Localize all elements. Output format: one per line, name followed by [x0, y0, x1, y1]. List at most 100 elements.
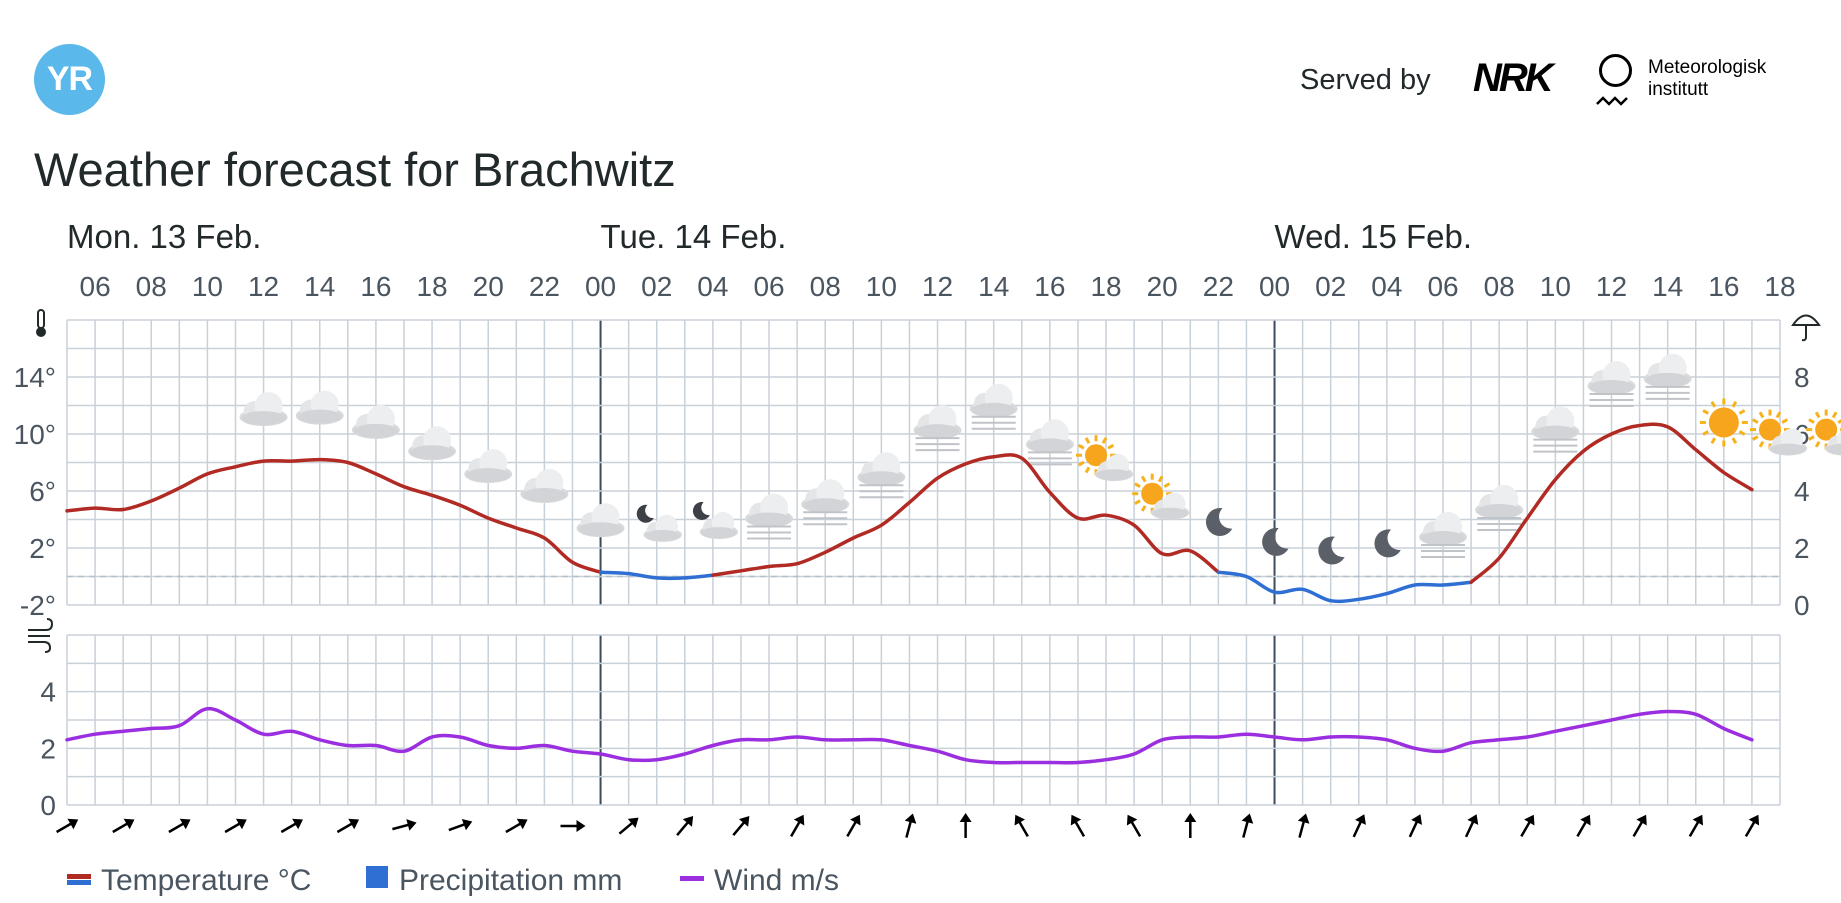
nrk-logo[interactable]: NRK [1473, 56, 1554, 100]
weather-symbols [239, 353, 1841, 565]
hour-tick-label: 08 [810, 271, 841, 302]
wind-arrow-icon [112, 818, 135, 834]
fog-icon [969, 383, 1018, 430]
sun-icon [1699, 398, 1748, 447]
wind-arrow-icon [618, 817, 639, 835]
legend-item-precipitation: Precipitation mm [366, 864, 622, 897]
legend-label: Temperature °C [101, 864, 311, 897]
day-label: Tue. 14 Feb. [601, 218, 787, 255]
wind-arrow-icon [505, 818, 528, 834]
hour-tick-label: 06 [80, 271, 111, 302]
legend-label: Precipitation mm [399, 864, 622, 897]
wind-arrow-icon [1520, 814, 1535, 838]
legend-swatch [680, 876, 704, 881]
fog-icon [1419, 512, 1468, 559]
temperature-series [65, 422, 1754, 604]
wind-arrow-icon [560, 820, 586, 832]
hour-tick-label: 18 [416, 271, 447, 302]
wind-arrow-icon [732, 816, 750, 836]
fog-icon [1643, 353, 1692, 400]
hour-tick-label: 20 [473, 271, 504, 302]
hour-tick-label: 20 [1147, 271, 1178, 302]
fog-icon [1587, 361, 1636, 407]
wind-icon [28, 618, 54, 653]
day-label: Wed. 15 Feb. [1275, 218, 1473, 255]
wind-series [65, 706, 1754, 765]
fog-icon [1531, 406, 1580, 453]
legend: Temperature °C Precipitation mm Wind m/s [67, 864, 839, 897]
wind-arrow-icon [224, 818, 247, 834]
temperature-tick-label: 14° [14, 362, 56, 393]
hour-tick-label: 10 [192, 271, 223, 302]
cloud-moon-icon [692, 501, 739, 540]
temperature-tick-label: 6° [29, 476, 56, 507]
hour-tick-label: 12 [922, 271, 953, 302]
precipitation-tick-label: 2 [1794, 533, 1810, 564]
hour-tick-label: 02 [641, 271, 672, 302]
hour-tick-label: 14 [304, 271, 335, 302]
served-by-label: Served by [1300, 64, 1431, 96]
wind-arrow-icon [336, 818, 360, 834]
partly-sunny-icon [1076, 435, 1134, 482]
yr-logo[interactable]: YR [34, 44, 105, 115]
umbrella-icon [1791, 314, 1821, 342]
wind-arrow-icon [168, 818, 191, 834]
temperature-line [711, 453, 1221, 577]
hour-tick-label: 16 [360, 271, 391, 302]
fog-icon [1025, 419, 1074, 466]
legend-swatch [67, 874, 91, 879]
hour-tick-label: 10 [1540, 271, 1571, 302]
hour-tick-label: 08 [1484, 271, 1515, 302]
met-logo[interactable]: Meteorologisk institutt [1648, 57, 1766, 101]
met-logo-line1: Meteorologisk [1648, 57, 1767, 78]
fog-icon [745, 493, 794, 540]
temperature-tick-label: 10° [14, 419, 56, 450]
temperature-line-below-zero [598, 570, 715, 581]
wind-arrow-icon [846, 814, 861, 838]
wind-arrow-icon [1070, 814, 1086, 838]
axis-labels: 14°10°6°2°-2°86420420 [14, 362, 1810, 821]
day-labels: Mon. 13 Feb. Tue. 14 Feb. Wed. 15 Feb. [67, 218, 1472, 255]
wind-arrow-icon [1688, 814, 1703, 838]
cloud-icon [520, 469, 569, 504]
hour-tick-label: 16 [1034, 271, 1065, 302]
wind-arrow-icon [904, 813, 917, 838]
partly-sunny-icon [1750, 409, 1808, 456]
wind-arrow-icon [1297, 813, 1310, 838]
wind-arrow-icon [1744, 814, 1760, 838]
hour-tick-label: 22 [529, 271, 560, 302]
cloud-icon [408, 426, 457, 461]
wind-arrow-icon [1352, 814, 1366, 838]
hour-tick-labels: 06 08 10 12 14 16 18 20 22 00 02 04 06 08 10 12 14 16 18 20… [80, 271, 1796, 302]
met-logo-wave-icon [1596, 96, 1628, 106]
legend-swatch [67, 880, 91, 885]
wind-arrow-icon [448, 818, 473, 832]
wind-direction-row [55, 813, 1760, 838]
hour-tick-label: 06 [753, 271, 784, 302]
partly-sunny-icon [1806, 409, 1841, 456]
hour-tick-label: 02 [1315, 271, 1346, 302]
legend-label: Wind m/s [714, 864, 839, 897]
hour-tick-label: 14 [978, 271, 1009, 302]
wind-arrow-icon [1014, 814, 1029, 838]
moon-icon [1262, 527, 1289, 556]
cloud-icon [239, 392, 288, 427]
temperature-tick-label: -2° [20, 590, 56, 621]
cloud-moon-icon [636, 504, 682, 542]
wind-tick-label: 2 [40, 733, 56, 764]
wind-arrow-icon [790, 814, 805, 838]
hour-tick-label: 00 [1259, 271, 1290, 302]
wind-arrow-icon [1576, 814, 1591, 838]
moon-icon [1374, 529, 1401, 558]
hour-tick-label: 04 [1371, 271, 1402, 302]
precipitation-tick-label: 0 [1794, 590, 1810, 621]
precipitation-tick-label: 8 [1794, 362, 1810, 393]
met-logo-ring-icon [1599, 54, 1632, 87]
axis-icons [28, 309, 1821, 653]
wind-arrow-icon [1241, 813, 1254, 838]
wind-arrow-icon [1464, 814, 1479, 838]
legend-swatch [366, 866, 388, 888]
wind-line [65, 706, 1754, 765]
wind-arrow-icon [1408, 814, 1423, 838]
hour-tick-label: 14 [1652, 271, 1683, 302]
